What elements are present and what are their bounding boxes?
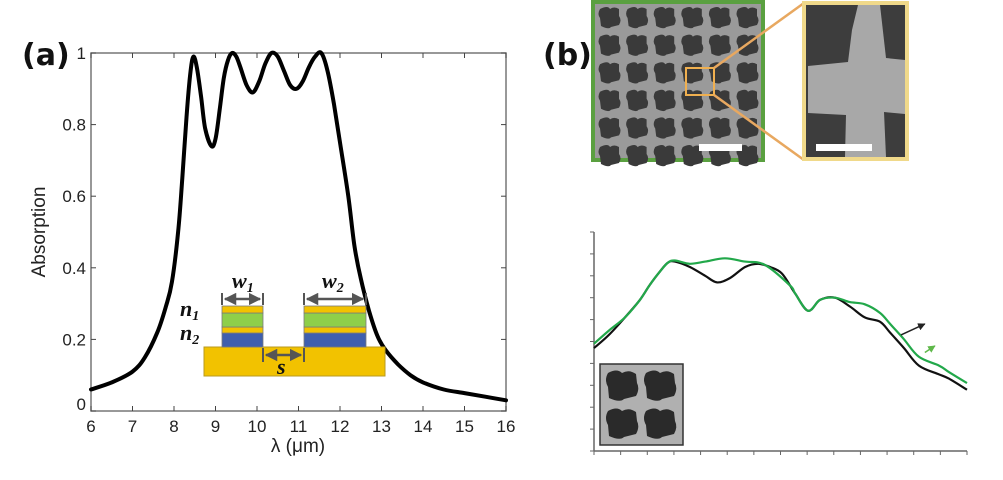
y-tick-label: 0.6 bbox=[62, 187, 86, 206]
gold-layer bbox=[221, 305, 264, 314]
x-tick-label: 14 bbox=[414, 417, 433, 436]
zoom-connector-bottom bbox=[713, 93, 805, 162]
green-curve bbox=[593, 257, 968, 385]
spectrum-chart bbox=[590, 231, 968, 455]
cross-feature bbox=[808, 5, 905, 157]
annotations bbox=[900, 323, 936, 354]
w1-arrow bbox=[221, 292, 264, 306]
x-tick-label: 7 bbox=[128, 417, 137, 436]
sem-hole bbox=[681, 62, 704, 84]
sem-hole bbox=[598, 117, 621, 139]
sem-hole bbox=[653, 117, 676, 139]
substrate-layer bbox=[203, 346, 386, 377]
scale-bar bbox=[816, 144, 872, 151]
zoom-connector-top bbox=[713, 1, 805, 70]
sem-hole bbox=[598, 89, 621, 112]
sem-hole bbox=[681, 89, 704, 112]
absorption-curve bbox=[89, 50, 508, 403]
structure-schematic: w1 w2 n1 n2 s bbox=[180, 268, 386, 379]
x-tick-label: 12 bbox=[331, 417, 350, 436]
x-tick-label: 15 bbox=[455, 417, 474, 436]
absorption-chart: 6 7 8 9 10 11 12 13 14 15 16 0 0.2 0.4 0.6 0.8 1 λ (μm)… bbox=[29, 44, 515, 457]
sem-hole bbox=[626, 145, 649, 167]
scale-bar bbox=[699, 144, 742, 151]
green-curve-arrow bbox=[924, 345, 936, 354]
y-tick-label: 0.4 bbox=[62, 259, 86, 278]
sem-hole bbox=[598, 7, 621, 29]
gold-layer bbox=[303, 326, 367, 334]
y-tick-label: 0.8 bbox=[62, 116, 86, 135]
sem-lattice bbox=[595, 4, 761, 167]
sem-background bbox=[595, 4, 761, 158]
sem-hole bbox=[708, 34, 731, 56]
x-ticks: 6 7 8 9 10 11 12 13 14 15 16 bbox=[86, 53, 515, 436]
blue-layer bbox=[303, 332, 367, 348]
y-tick-label: 0 bbox=[77, 395, 86, 414]
sem-hole bbox=[626, 7, 649, 29]
sem-hole bbox=[653, 89, 676, 112]
x-tick-label: 10 bbox=[248, 417, 267, 436]
sem-hole bbox=[653, 34, 676, 56]
n2-label: n2 bbox=[180, 320, 199, 348]
y-axis-title: Absorption bbox=[29, 187, 50, 278]
gold-layer bbox=[303, 305, 367, 314]
sem-hole bbox=[708, 7, 731, 29]
s-label: s bbox=[276, 354, 286, 379]
x-tick-label: 16 bbox=[497, 417, 516, 436]
inset-hole bbox=[606, 408, 639, 439]
inset-hole bbox=[644, 408, 677, 439]
sem-hole bbox=[598, 62, 621, 84]
highlight-box bbox=[685, 67, 715, 96]
y-ticks: 0 0.2 0.4 0.6 0.8 1 bbox=[62, 44, 506, 414]
x-axis-title: λ (μm) bbox=[271, 436, 325, 457]
x-ticks bbox=[593, 451, 968, 455]
y-tick-label: 0.2 bbox=[62, 330, 86, 349]
green-layer bbox=[303, 312, 367, 328]
sem-hole bbox=[653, 145, 676, 167]
sem-hole bbox=[681, 145, 704, 167]
sem-hole bbox=[708, 62, 731, 84]
sem-hole bbox=[736, 89, 759, 112]
gold-layer bbox=[221, 326, 264, 334]
sem-hole bbox=[736, 62, 759, 84]
x-tick-label: 9 bbox=[211, 417, 220, 436]
w1-label: w1 bbox=[232, 268, 254, 296]
sem-zoom-image bbox=[802, 1, 909, 161]
panel-label-b: (b) bbox=[543, 38, 592, 73]
sem-hole bbox=[653, 62, 676, 84]
y-tick-label: 1 bbox=[77, 44, 86, 63]
sem-hole bbox=[708, 117, 731, 139]
x-tick-label: 13 bbox=[372, 417, 391, 436]
sem-hole bbox=[598, 145, 621, 167]
sem-hole bbox=[681, 7, 704, 29]
x-tick-label: 11 bbox=[290, 417, 308, 436]
sem-hole bbox=[736, 7, 759, 29]
left-stack bbox=[221, 305, 264, 348]
s-arrow bbox=[262, 348, 305, 362]
panel-label-a: (a) bbox=[22, 38, 70, 73]
sem-hole bbox=[681, 117, 704, 139]
w2-arrow bbox=[303, 292, 367, 306]
green-layer bbox=[221, 312, 264, 328]
w2-label: w2 bbox=[322, 268, 344, 296]
inset-hole bbox=[644, 370, 677, 401]
inset-sem-image bbox=[599, 363, 684, 446]
blue-layer bbox=[221, 332, 264, 348]
sem-hole bbox=[681, 34, 704, 56]
sem-hole bbox=[626, 89, 649, 112]
x-tick-label: 6 bbox=[86, 417, 95, 436]
sem-hole bbox=[653, 7, 676, 29]
x-tick-label: 8 bbox=[169, 417, 178, 436]
y-ticks bbox=[590, 231, 594, 452]
sem-hole bbox=[626, 117, 649, 139]
right-stack bbox=[303, 305, 367, 348]
sem-hole bbox=[626, 62, 649, 84]
sem-overview-image bbox=[591, 0, 765, 167]
black-curve-arrow bbox=[900, 323, 926, 336]
n1-label: n1 bbox=[180, 296, 199, 324]
inset-hole bbox=[606, 370, 639, 401]
sem-hole bbox=[626, 34, 649, 56]
sem-hole bbox=[598, 34, 621, 56]
